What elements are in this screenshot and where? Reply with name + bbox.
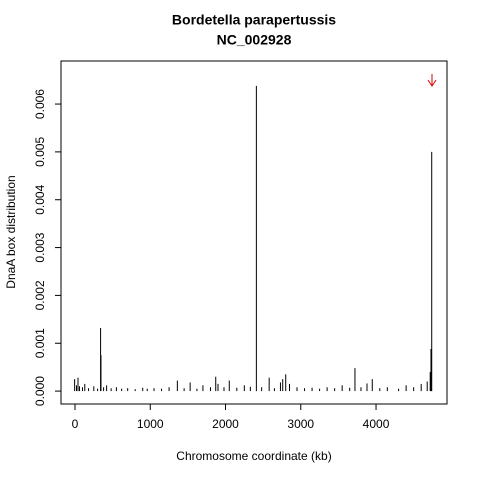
y-tick-label: 0.004 [33, 184, 47, 214]
y-tick-label: 0.006 [33, 89, 47, 119]
y-tick-label: 0.001 [33, 328, 47, 358]
x-tick-label: 3000 [287, 417, 314, 431]
annotation-arrow [427, 74, 437, 87]
x-tick-label: 1000 [137, 417, 164, 431]
y-tick-label: 0.003 [33, 232, 47, 262]
y-tick-label: 0.000 [33, 376, 47, 406]
chart-title: Bordetella parapertussis [172, 12, 336, 28]
chart-subtitle: NC_002928 [217, 32, 292, 48]
x-tick-label: 0 [72, 417, 79, 431]
x-tick-label: 4000 [363, 417, 390, 431]
y-tick-label: 0.002 [33, 280, 47, 310]
x-axis-label: Chromosome coordinate (kb) [176, 449, 331, 463]
y-axis-label: DnaA box distribution [4, 175, 18, 288]
x-tick-label: 2000 [212, 417, 239, 431]
y-tick-label: 0.005 [33, 137, 47, 167]
